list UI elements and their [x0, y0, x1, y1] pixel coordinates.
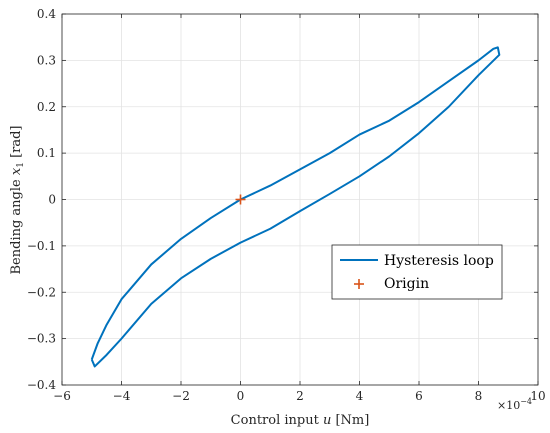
x-tick-label: −2 [172, 389, 190, 403]
y-tick-label: −0.4 [27, 378, 57, 392]
x-tick-label: 8 [475, 389, 483, 403]
x-tick-label: 0 [237, 389, 245, 403]
y-tick-label: 0.4 [37, 7, 56, 21]
origin-marker [235, 194, 246, 205]
y-tick-label: 0 [48, 193, 56, 207]
legend-item-origin: Origin [384, 276, 429, 292]
x-tick-label: −6 [53, 389, 71, 403]
series-layer [90, 46, 501, 368]
legend: Hysteresis loop Origin [331, 244, 503, 300]
y-tick-label: −0.2 [27, 285, 56, 299]
x-tick-label: 4 [356, 389, 364, 403]
y-axis-label: Bending angle x1 [rad] [9, 126, 26, 275]
legend-plus-marker [354, 279, 364, 289]
ticks: −6 −4 −2 0 2 4 6 8 10 −0.4 −0.3 −0.2 −0.1 0 0.1 0.2 0.3 0… [27, 7, 546, 403]
x-tick-label: 6 [415, 389, 423, 403]
x-tick-label: 10 [530, 389, 545, 403]
x-axis-label: Control input u [Nm] [231, 413, 370, 428]
x-exponent-label: ×10−4 [497, 397, 532, 412]
y-tick-label: −0.3 [27, 332, 56, 346]
x-tick-label: −4 [113, 389, 131, 403]
y-tick-label: −0.1 [27, 239, 56, 253]
x-tick-label: 2 [296, 389, 304, 403]
series-hysteresis-loop-line [90, 46, 501, 368]
y-tick-label: 0.3 [37, 53, 56, 67]
legend-box [331, 244, 503, 300]
y-tick-label: 0.1 [37, 146, 56, 160]
y-tick-label: 0.2 [37, 100, 56, 114]
legend-item-hysteresis: Hysteresis loop [384, 253, 494, 269]
